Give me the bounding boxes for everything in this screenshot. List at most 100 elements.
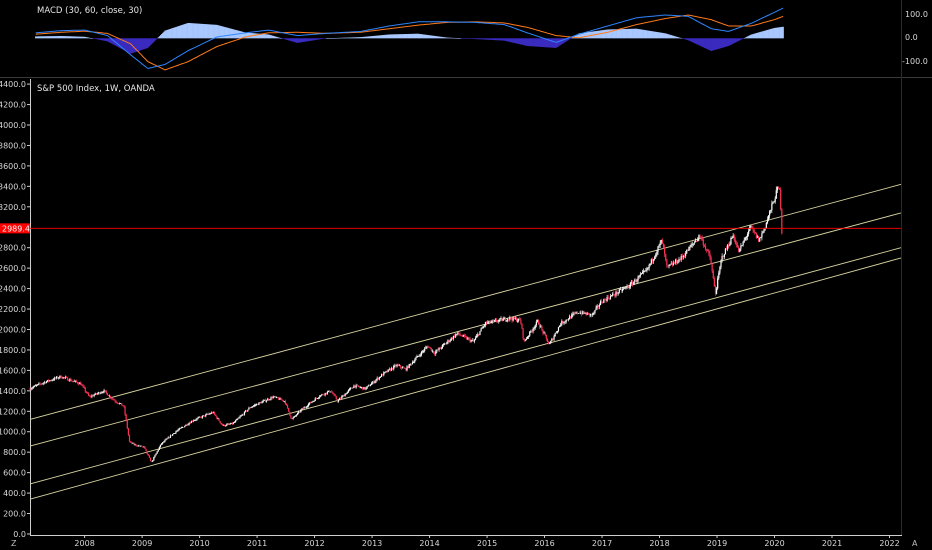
- macd-histogram-bar: [262, 34, 265, 39]
- macd-histogram-bar: [728, 38, 730, 46]
- macd-histogram-bar: [225, 27, 227, 39]
- macd-histogram-bar: [168, 29, 171, 39]
- macd-histogram-bar: [144, 38, 146, 49]
- macd-histogram-bar: [350, 37, 352, 39]
- macd-histogram-bar: [629, 28, 632, 39]
- candle-body: [463, 335, 466, 336]
- macd-histogram-bar: [582, 32, 584, 39]
- macd-panel[interactable]: MACD (30, 60, close, 30) 100.0 0.0 -100.…: [35, 6, 928, 71]
- macd-histogram-bar: [531, 38, 533, 47]
- candle-body: [560, 324, 562, 326]
- price-chart-title: S&P 500 Index, 1W, OANDA: [37, 84, 155, 94]
- trend-channel-line[interactable]: [29, 247, 902, 485]
- macd-histogram-bar: [753, 33, 756, 39]
- candle-body: [43, 382, 45, 383]
- macd-histogram-bar: [56, 36, 58, 39]
- candle-body: [346, 391, 348, 394]
- candle-body: [428, 347, 430, 348]
- macd-histogram-bar: [457, 38, 459, 39]
- candle-body: [477, 334, 479, 336]
- time-axis-ticks[interactable]: 2008 2009 2010 2011 2012 2013 2014 2015 2016 2017…: [74, 535, 900, 548]
- candle-body: [510, 317, 512, 320]
- candle-body: [740, 245, 742, 249]
- trend-channel-line[interactable]: [29, 212, 902, 447]
- macd-histogram-bar: [79, 36, 81, 39]
- trend-channel-line[interactable]: [29, 257, 902, 500]
- macd-histogram-bar: [256, 33, 258, 39]
- trend-channel-line[interactable]: [29, 183, 902, 420]
- candle-body: [405, 368, 407, 371]
- macd-histogram-bar: [60, 36, 62, 39]
- macd-histogram-bar: [605, 29, 607, 39]
- candle-body: [718, 272, 720, 279]
- macd-histogram-bar: [356, 37, 359, 39]
- macd-histogram-bar: [494, 38, 497, 41]
- macd-histogram-bar: [661, 32, 664, 39]
- candle-body: [141, 445, 143, 447]
- macd-histogram-bar: [101, 38, 103, 41]
- price-axis-ticks[interactable]: 0.0 200.0 400.0 600.0 800.0 1000.0 1200.0 1400.…: [0, 80, 30, 539]
- candle-body: [215, 414, 217, 417]
- macd-histogram-bar: [588, 31, 591, 39]
- candle-body: [175, 431, 177, 434]
- candle-body: [606, 297, 608, 301]
- auto-scale-z-button[interactable]: Z: [11, 539, 17, 548]
- macd-histogram-bar: [640, 29, 643, 39]
- macd-histogram-bar: [213, 24, 215, 39]
- macd-histogram-bar: [548, 38, 550, 48]
- price-tick-label: 1800.0: [0, 346, 26, 355]
- macd-histogram-bar: [575, 35, 578, 39]
- macd-histogram-bar: [738, 38, 740, 41]
- macd-histogram-bar: [404, 34, 406, 39]
- candle-body: [570, 316, 572, 319]
- macd-histogram-bar: [754, 33, 757, 39]
- current-price-tag: [0, 223, 30, 234]
- candle-body: [174, 433, 176, 434]
- macd-histogram-bar: [580, 33, 582, 39]
- macd-histogram-bar: [576, 34, 579, 39]
- candle-body: [507, 319, 509, 321]
- candle-body: [572, 313, 574, 315]
- auto-scale-a-button[interactable]: A: [912, 539, 918, 548]
- trend-channel-lines[interactable]: [29, 183, 902, 500]
- macd-histogram-bar: [731, 38, 733, 45]
- candle-body: [536, 320, 539, 322]
- candle-body: [205, 414, 207, 417]
- candle-body: [750, 225, 752, 227]
- candle-body: [524, 339, 526, 341]
- macd-histogram-bar: [482, 38, 485, 40]
- candle-body: [377, 378, 379, 380]
- macd-histogram-bar: [46, 36, 48, 39]
- candle-body: [509, 317, 511, 320]
- candle-body: [732, 235, 734, 239]
- candle-body: [258, 402, 260, 405]
- candle-body: [672, 262, 675, 266]
- candle-body: [681, 256, 683, 258]
- candle-body: [80, 382, 82, 386]
- macd-histogram-bar: [488, 38, 490, 40]
- macd-histogram-bar: [347, 37, 350, 39]
- macd-histogram-bar: [775, 27, 778, 39]
- price-panel[interactable]: 0.0 200.0 400.0 600.0 800.0 1000.0 1200.0 1400.…: [0, 0, 902, 548]
- candle-body: [33, 385, 36, 387]
- macd-histogram-bar: [312, 38, 314, 41]
- candle-body: [393, 365, 395, 370]
- candle-body: [633, 282, 635, 285]
- candle-body: [742, 241, 744, 246]
- candle-body: [169, 435, 172, 438]
- candle-body: [721, 255, 723, 261]
- macd-histogram-bar: [109, 38, 111, 43]
- macd-histogram-bar: [732, 38, 735, 44]
- macd-histogram-bar: [189, 23, 192, 39]
- candle-body: [47, 379, 49, 382]
- macd-histogram-bar: [169, 28, 172, 39]
- macd-histogram-bar: [565, 38, 568, 42]
- candle-body: [722, 255, 724, 257]
- candle-body: [186, 424, 188, 426]
- candle-body: [395, 365, 397, 367]
- macd-histogram-bar: [552, 38, 554, 48]
- candle-body: [763, 228, 765, 232]
- candle-body: [573, 313, 575, 315]
- macd-histogram-bar: [341, 37, 343, 39]
